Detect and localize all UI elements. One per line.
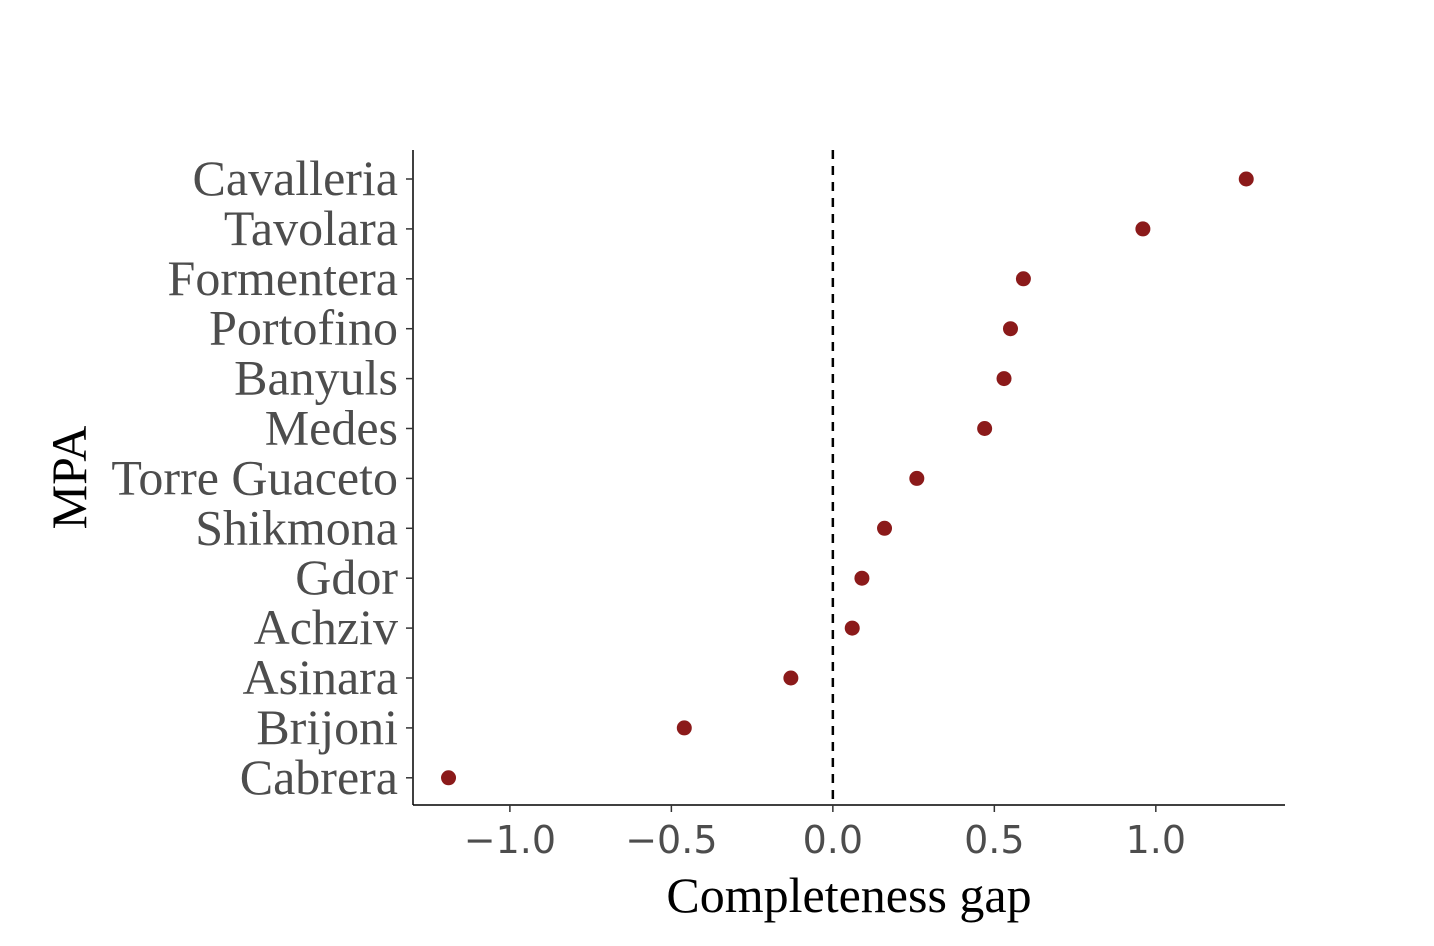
data-point	[1002, 321, 1018, 337]
y-tick-label: Brijoni	[256, 699, 398, 755]
x-tick-label: 0.0	[803, 818, 863, 862]
data-point	[877, 520, 893, 536]
data-point	[909, 470, 925, 486]
y-tick-label: Formentera	[168, 250, 398, 306]
data-point	[844, 620, 860, 636]
x-tick-label: 1.0	[1126, 818, 1186, 862]
data-point	[676, 720, 692, 736]
y-axis-ticks: CavalleriaTavolaraFormenteraPortofinoBan…	[111, 150, 413, 805]
y-tick-label: Tavolara	[224, 200, 398, 256]
x-axis-ticks: −1.0 −0.5 0.0 0.5 1.0	[464, 805, 1186, 862]
data-point	[1015, 271, 1031, 287]
y-tick-label: Gdor	[295, 549, 398, 605]
y-axis-title: MPA	[41, 426, 97, 530]
x-tick-label: 0.5	[964, 818, 1024, 862]
data-point	[783, 670, 799, 686]
x-tick-label: −0.5	[625, 818, 717, 862]
y-tick-label: Cabrera	[240, 749, 398, 805]
data-point	[1135, 221, 1151, 237]
y-tick-label: Shikmona	[195, 499, 398, 555]
data-point	[996, 371, 1012, 387]
data-point	[441, 770, 457, 786]
y-tick-label: Asinara	[243, 649, 399, 705]
data-points	[441, 171, 1254, 786]
y-tick-label: Banyuls	[234, 350, 398, 406]
x-tick-label: −1.0	[464, 818, 556, 862]
data-point	[854, 570, 870, 586]
y-tick-label: Achziv	[254, 599, 398, 655]
data-point	[1238, 171, 1254, 187]
axes	[412, 150, 1285, 806]
data-point	[977, 421, 993, 436]
y-tick-label: Cavalleria	[193, 150, 398, 206]
y-tick-label: Medes	[265, 400, 398, 456]
x-axis-title: Completeness gap	[666, 867, 1031, 923]
y-tick-label: Torre Guaceto	[111, 449, 398, 505]
y-tick-label: Portofino	[209, 300, 398, 356]
